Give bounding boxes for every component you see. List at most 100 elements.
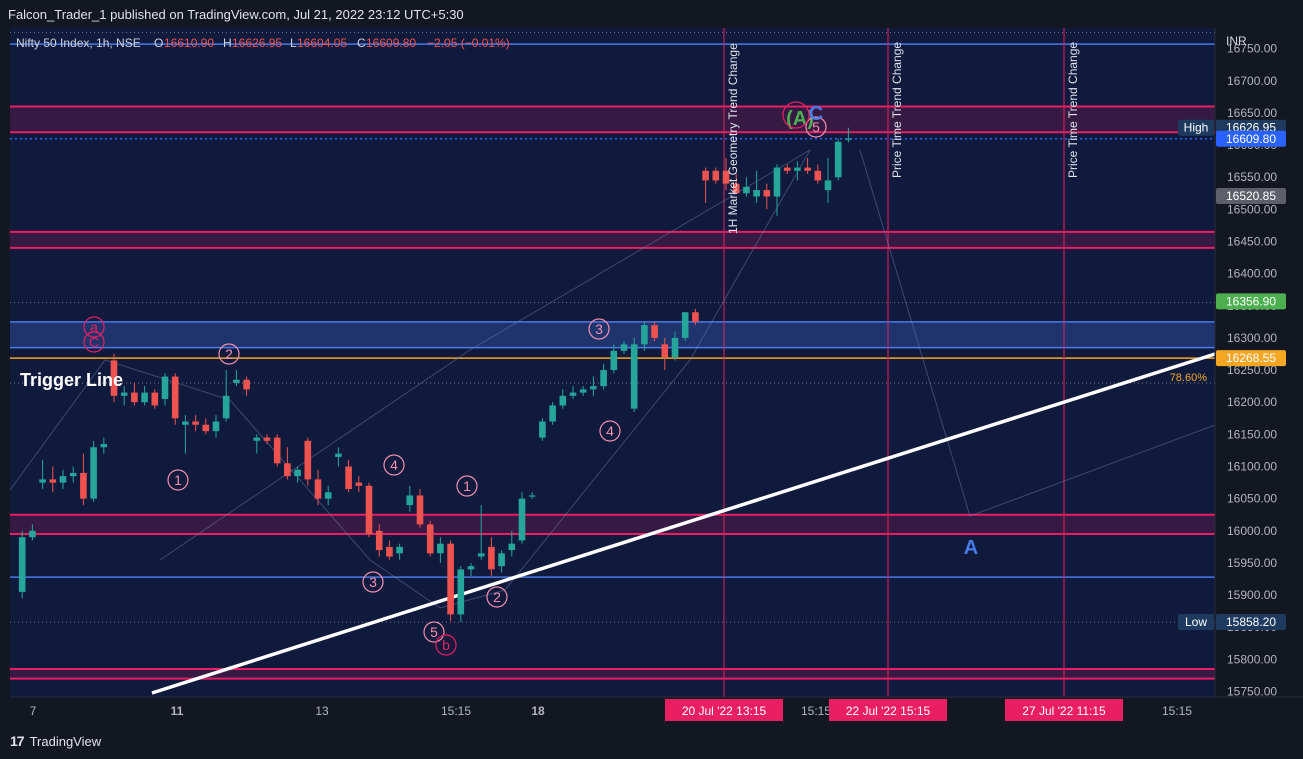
wave-text: 2 <box>493 589 501 605</box>
candle-body <box>569 392 577 396</box>
candle-body <box>671 337 679 358</box>
x-tick-label: 13 <box>315 704 329 718</box>
wave-label: (A) <box>786 108 814 130</box>
candle-body <box>477 553 485 557</box>
candle-body <box>794 167 801 171</box>
candle-body <box>29 530 36 538</box>
candle-body <box>845 138 852 140</box>
y-tick-label: 16700.00 <box>1227 74 1277 88</box>
x-tick-label: 15:15 <box>801 704 831 718</box>
wave-text: b <box>442 637 450 653</box>
wave-text: 4 <box>390 457 398 473</box>
price-label-value: 16268.55 <box>1226 351 1276 365</box>
pink-zone <box>10 231 1215 248</box>
price-label-box <box>1216 613 1286 630</box>
wave-label-A: A <box>964 537 978 559</box>
candle-body <box>100 444 108 448</box>
wave-circle <box>423 621 445 643</box>
wave-text: C <box>809 103 823 125</box>
candle-body <box>824 180 832 191</box>
wave-text: 5 <box>430 624 438 640</box>
wave-text: 1 <box>463 478 471 494</box>
candle-body <box>437 543 444 554</box>
wave-label: 4 <box>599 420 621 442</box>
wave-label: 1 <box>456 475 478 497</box>
candle-body <box>345 466 352 490</box>
candle-body <box>447 543 454 615</box>
y-tick-label: 15750.00 <box>1227 685 1277 699</box>
y-tick-label: 16250.00 <box>1227 363 1277 377</box>
x-tick-label: 7 <box>30 704 37 718</box>
candle-body <box>90 447 97 499</box>
close-value: 16609.80 <box>366 36 416 50</box>
price-label-value: 16609.80 <box>1226 132 1276 146</box>
candle-body <box>539 421 546 438</box>
y-tick-label: 16000.00 <box>1227 524 1277 538</box>
candle-body <box>386 546 393 557</box>
y-tick-label: 16050.00 <box>1227 492 1277 506</box>
candle-body <box>722 170 730 184</box>
vertical-label: 1H Market Geometry Trend Change <box>726 43 740 234</box>
wave-text: 3 <box>595 321 603 337</box>
candle-body <box>773 167 781 197</box>
candle-body <box>783 167 791 171</box>
candle-body <box>171 376 179 419</box>
candle-body <box>141 392 148 403</box>
currency-label: INR <box>1226 34 1247 48</box>
y-tick-label: 15800.00 <box>1227 652 1277 666</box>
y-tick-label: 16100.00 <box>1227 460 1277 474</box>
time-marker-box <box>1005 699 1123 721</box>
publish-header: Falcon_Trader_1 published on TradingView… <box>8 7 464 22</box>
wave-circle <box>218 343 240 365</box>
pink-zone <box>10 514 1215 535</box>
candle-body <box>630 344 638 409</box>
x-tick-label: 15:15 <box>1162 704 1192 718</box>
tradingview-logo-icon: 17 <box>10 733 25 749</box>
high-label: H <box>223 36 232 50</box>
candle-body <box>49 479 57 483</box>
trigger-line <box>151 352 1216 695</box>
candle-body <box>314 479 322 499</box>
candle-body <box>590 386 597 390</box>
y-tick-label: 16650.00 <box>1227 106 1277 120</box>
candle-body <box>375 530 383 551</box>
candle-body <box>681 312 689 338</box>
candle-body <box>426 524 434 554</box>
time-marker-box <box>829 699 947 721</box>
wave-label: 1 <box>167 469 189 491</box>
wave-circle <box>588 318 610 340</box>
zones-layer <box>10 28 1215 697</box>
candle-body <box>579 389 587 393</box>
wave-path-line <box>9 149 811 609</box>
candle-body <box>182 421 189 425</box>
wave-circle <box>362 571 384 593</box>
candle-body <box>212 421 220 432</box>
candle-body <box>467 566 475 570</box>
candle-body <box>151 392 159 406</box>
candle-body <box>253 437 261 441</box>
vertical-label: Price Time Trend Change <box>1066 42 1080 178</box>
wave-circle <box>383 454 405 476</box>
candlestick-chart[interactable]: 1H Market Geometry Trend Change Price Tim… <box>0 26 1303 725</box>
candle-body <box>355 482 363 486</box>
candle-body <box>498 553 505 567</box>
wave-circle <box>435 634 457 656</box>
lines-layer <box>9 28 1216 697</box>
wave-label: 2 <box>486 586 508 608</box>
candle-body <box>18 537 26 592</box>
open-label: O <box>154 36 163 50</box>
candle-body <box>620 344 628 351</box>
candle-body <box>416 495 424 525</box>
candle-body <box>600 370 607 387</box>
wave-path-line <box>159 149 811 561</box>
wave-text: 1 <box>174 472 182 488</box>
wave-text: 2 <box>225 346 233 362</box>
candle-body <box>273 437 281 464</box>
candle-body <box>263 437 271 441</box>
wave-circle <box>599 420 621 442</box>
candle-body <box>753 190 760 197</box>
x-tick-label: 15:15 <box>441 704 471 718</box>
candle-body <box>702 170 709 181</box>
wave-circle <box>486 586 508 608</box>
wave-label: 2 <box>218 343 240 365</box>
